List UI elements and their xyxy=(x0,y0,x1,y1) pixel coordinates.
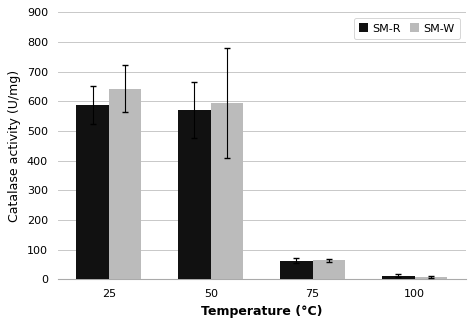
Bar xyxy=(178,110,211,279)
Legend: SM-R, SM-W: SM-R, SM-W xyxy=(354,18,460,39)
Bar xyxy=(211,103,243,279)
Bar xyxy=(109,89,141,279)
Bar xyxy=(415,277,447,279)
Bar xyxy=(382,276,415,279)
Bar xyxy=(280,261,313,279)
X-axis label: Temperature (°C): Temperature (°C) xyxy=(201,305,322,318)
Bar xyxy=(76,105,109,279)
Bar xyxy=(313,260,345,279)
Y-axis label: Catalase activity (U/mg): Catalase activity (U/mg) xyxy=(9,70,21,222)
